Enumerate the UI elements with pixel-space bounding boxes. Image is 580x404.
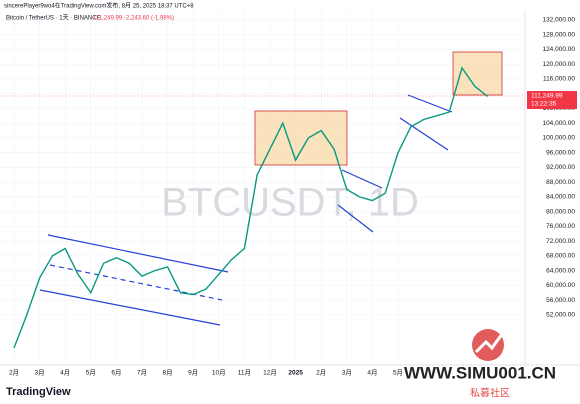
- y-tick-label: 88,000.00: [546, 179, 575, 186]
- price-line: [13, 66, 489, 349]
- header-change: -2,243.60 (-1.98%): [124, 16, 174, 22]
- countdown: 13:22:35: [531, 101, 557, 108]
- x-tick-label: 7月: [137, 369, 147, 377]
- x-tick-label: 12月: [263, 369, 277, 377]
- channel-line: [399, 117, 449, 151]
- y-tick-label: 116,000.00: [543, 76, 575, 83]
- x-tick-label: 8月: [163, 369, 173, 377]
- price-badge: [527, 91, 577, 109]
- x-tick-label: 2025: [288, 370, 303, 377]
- y-tick-label: 84,000.00: [546, 194, 575, 201]
- x-tick-label: 11月: [238, 369, 251, 377]
- publisher: sincerePlayer9wo4在TradingView.com发布, 8月 …: [4, 2, 194, 10]
- x-tick-label: 5月: [393, 369, 403, 377]
- x-tick-label: 4月: [60, 369, 70, 377]
- site-logo: WWW.SIMU001.CN 私募社区: [404, 329, 556, 400]
- y-tick-label: 68,000.00: [546, 253, 575, 260]
- y-tick-label: 60,000.00: [546, 282, 575, 289]
- header-price: 111,249.99: [93, 16, 123, 22]
- y-tick-label: 132,000.00: [542, 17, 575, 24]
- x-tick-label: 3月: [342, 369, 352, 377]
- site: WWW.SIMU001.CN: [404, 363, 556, 382]
- site-icon-arrow: [474, 333, 504, 354]
- y-tick-label: 64,000.00: [546, 267, 575, 274]
- channel-line: [47, 234, 229, 273]
- x-tick-label: 6月: [111, 369, 121, 377]
- channel-line: [341, 169, 383, 189]
- y-tick-label: 96,000.00: [546, 149, 575, 156]
- x-tick-label: 10月: [212, 369, 226, 377]
- y-tick-label: 80,000.00: [546, 208, 575, 215]
- y-tick-label: 56,000.00: [546, 297, 575, 304]
- grid: [0, 10, 525, 365]
- x-tick-label: 3月: [35, 369, 45, 377]
- last-price: 111,249.99: [531, 93, 563, 100]
- y-tick-label: 52,000.00: [546, 312, 575, 319]
- y-tick-label: 120,000.00: [542, 61, 575, 68]
- x-tick-label: 2月: [9, 369, 19, 377]
- chart-title: Bitcoin / TetherUS · 1天 · BINANCE: [6, 15, 101, 22]
- y-tick-label: 124,000.00: [542, 46, 575, 53]
- y-tick-label: 128,000.00: [542, 31, 575, 38]
- y-tick-label: 104,000.00: [542, 120, 575, 127]
- channel-line: [337, 204, 374, 233]
- site-sub: 私募社区: [470, 387, 510, 400]
- x-tick-label: 2月: [316, 369, 326, 377]
- x-tick-label: 4月: [367, 369, 377, 377]
- logo: TradingView: [6, 386, 71, 398]
- y-tick-label: 76,000.00: [546, 223, 575, 230]
- range-box: [254, 110, 348, 166]
- plot: [13, 66, 489, 349]
- axes: 52,000.00 56,000.00 60,000.00 64,000.00 68,0…: [9, 17, 575, 377]
- y-tick-label: 72,000.00: [546, 238, 575, 245]
- channel-line: [39, 289, 221, 326]
- y-tick-label: 92,000.00: [546, 164, 575, 171]
- y-tick-label: 100,000.00: [542, 135, 575, 142]
- channel-line: [407, 94, 453, 113]
- channels: [39, 94, 453, 326]
- x-tick-label: 9月: [188, 369, 198, 377]
- x-tick-label: 5月: [86, 369, 96, 377]
- watermark: BTCUSDT, 1D: [161, 181, 419, 225]
